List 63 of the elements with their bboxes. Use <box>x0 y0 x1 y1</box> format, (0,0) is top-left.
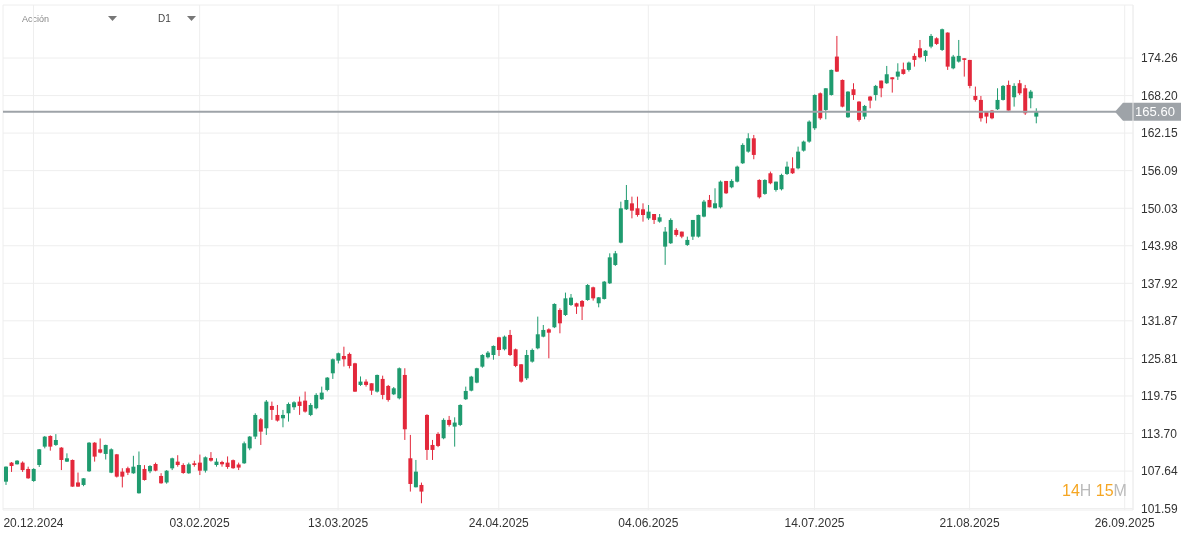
candlestick <box>757 178 762 200</box>
candlestick <box>563 292 568 317</box>
y-tick-label: 150.03 <box>1141 201 1179 216</box>
candlestick <box>76 472 81 488</box>
candlestick <box>197 454 202 476</box>
annotation: D1 <box>158 13 171 24</box>
candlestick <box>1012 82 1017 108</box>
x-tick-label: 26.09.2025 <box>1094 515 1156 530</box>
x-tick-label: 03.02.2025 <box>169 515 230 530</box>
y-tick-label: 125.81 <box>1141 351 1179 366</box>
candlestick <box>208 451 213 463</box>
y-tick-label: 119.75 <box>1141 389 1178 404</box>
y-tick-label: 113.70 <box>1141 426 1178 441</box>
y-tick-label: 168.20 <box>1141 88 1179 103</box>
candlestick <box>4 465 8 486</box>
candlestick <box>807 119 812 144</box>
candlestick <box>253 412 258 440</box>
candlestick <box>242 441 247 465</box>
x-tick-label: 20.12.2024 <box>3 515 64 530</box>
y-tick-label: 156.09 <box>1141 163 1179 178</box>
annotation: 14H 15M <box>1062 482 1127 499</box>
candlestick <box>785 161 790 176</box>
candlestick <box>364 378 369 388</box>
candlestick <box>269 401 274 421</box>
ref-line-label: 165.60 <box>1135 104 1175 120</box>
x-tick-label: 14.07.2025 <box>784 515 845 530</box>
candlestick <box>890 76 895 94</box>
candlestick <box>59 446 64 471</box>
y-tick-label: 174.26 <box>1141 51 1179 66</box>
candlestick <box>917 39 922 59</box>
candlestick <box>995 87 1000 111</box>
candlestick <box>64 452 69 463</box>
candlestick <box>834 35 839 73</box>
candlestick <box>663 226 668 266</box>
candlestick <box>557 307 562 334</box>
x-tick-label: 13.03.2025 <box>308 515 369 530</box>
candlestick <box>280 409 285 428</box>
y-tick-label: 101.59 <box>1141 501 1179 516</box>
candlestick <box>546 327 551 359</box>
candlestick <box>419 482 424 504</box>
y-tick-label: 131.87 <box>1141 314 1179 329</box>
text: Acción <box>22 14 50 24</box>
x-tick-label: 21.08.2025 <box>939 515 1000 530</box>
candlestick <box>956 39 961 64</box>
y-tick-label: 143.98 <box>1141 239 1179 254</box>
candlestick <box>552 302 557 329</box>
candlestick <box>413 459 418 488</box>
candlestick <box>868 95 873 109</box>
x-tick-label: 24.04.2025 <box>468 515 530 530</box>
y-tick-label: 137.92 <box>1141 276 1179 291</box>
candlestick <box>447 415 452 428</box>
y-tick-label: 162.15 <box>1141 126 1179 141</box>
candlestick <box>508 329 513 357</box>
candlestick <box>962 57 967 78</box>
candlestick <box>641 202 646 223</box>
candlestick <box>668 217 673 245</box>
candlestick <box>258 417 263 446</box>
candlestick <box>796 146 801 170</box>
candlestick <box>441 417 446 440</box>
x-tick-label: 04.06.2025 <box>618 515 679 530</box>
candlestick <box>751 134 756 160</box>
candlestick <box>53 433 58 447</box>
y-tick-label: 107.64 <box>1141 464 1179 479</box>
